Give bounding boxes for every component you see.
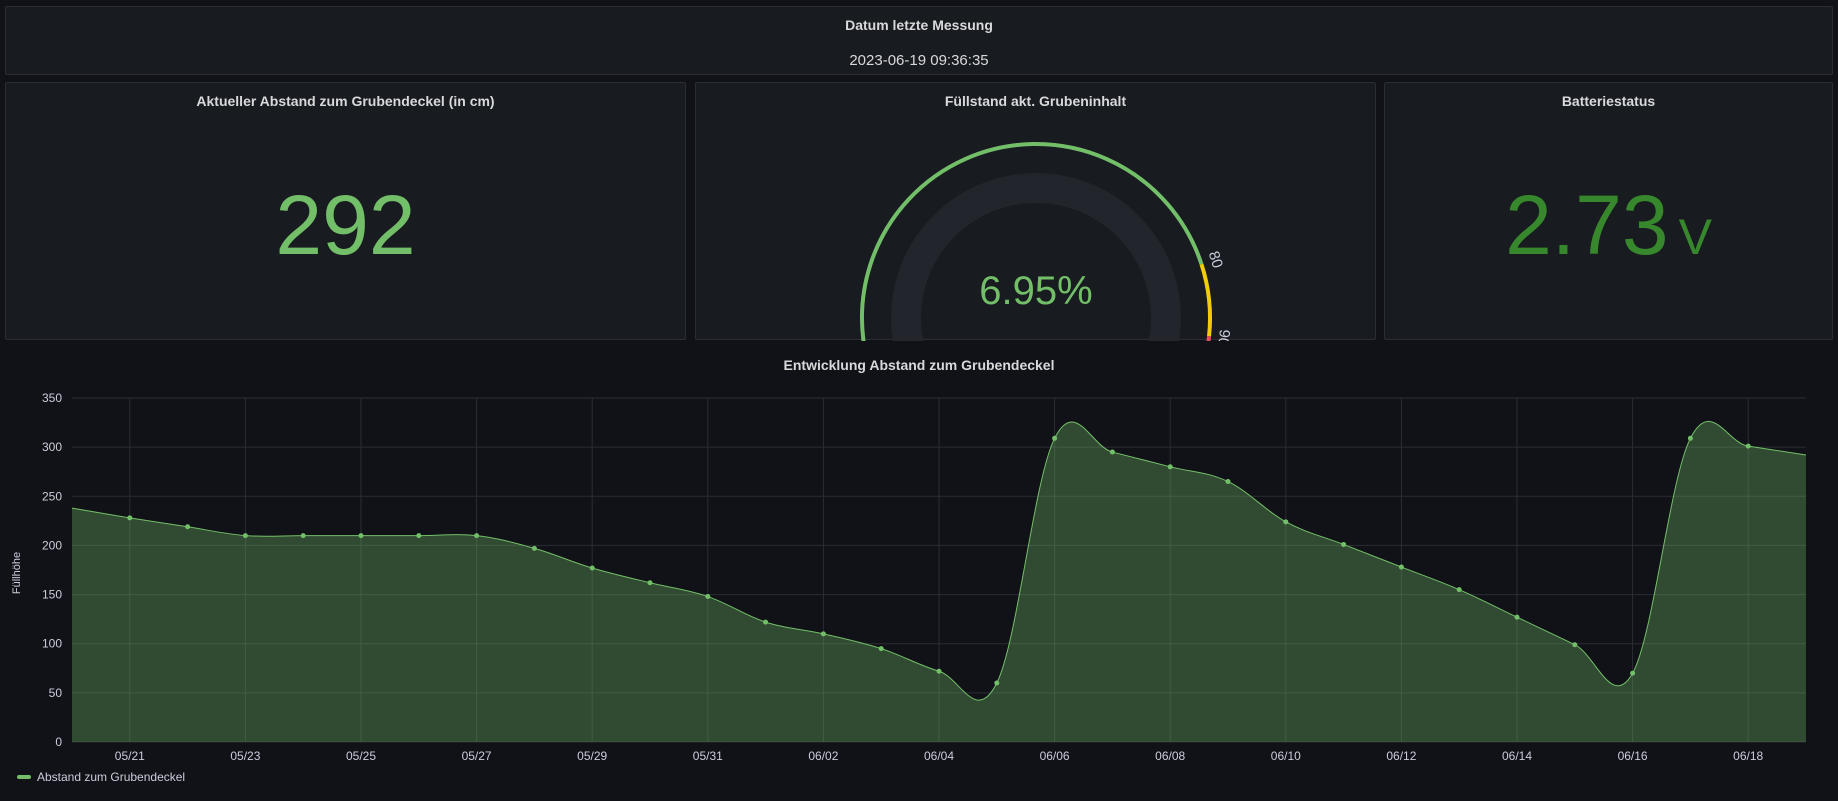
x-tick-label: 06/16 [1618,749,1648,763]
data-point [300,533,306,539]
y-tick-label: 50 [49,686,63,700]
x-tick-label: 06/12 [1386,749,1416,763]
fill-level-panel-title[interactable]: Füllstand akt. Grubeninhalt [944,93,1127,109]
series-area [72,421,1806,742]
x-tick-label: 05/29 [577,749,607,763]
battery-unit: V [1678,209,1712,265]
data-point [1514,614,1520,620]
x-tick-label: 05/25 [346,749,376,763]
x-tick-label: 06/08 [1155,749,1185,763]
x-tick-label: 05/27 [462,749,492,763]
fill-level-value: 6.95% [979,269,1092,313]
date-panel-title[interactable]: Datum letzte Messung [845,17,993,33]
last-measurement-value: 2023-06-19 09:36:35 [849,52,989,69]
legend-swatch [17,775,31,779]
data-point [878,646,884,652]
x-tick-label: 06/02 [808,749,838,763]
data-point [994,680,1000,686]
distance-panel-title[interactable]: Aktueller Abstand zum Grubendeckel (in c… [196,93,495,109]
chart-grid [72,397,1806,743]
y-tick-label: 350 [42,391,62,405]
distance-value: 292 [275,178,416,272]
data-point [1167,464,1173,470]
x-tick-label: 06/18 [1733,749,1763,763]
date-panel[interactable]: Datum letzte Messung 2023-06-19 09:36:35 [5,6,1833,75]
gauge-track [891,173,1181,341]
data-point [531,545,537,551]
gauge-label-80: 80 [1205,249,1226,270]
legend-label[interactable]: Abstand zum Grubendeckel [37,770,186,784]
data-point [1283,519,1289,525]
y-tick-label: 100 [42,637,62,651]
data-point [1052,435,1058,441]
data-point [1456,587,1462,593]
x-tick-label: 05/21 [115,749,145,763]
chart-legend[interactable]: Abstand zum Grubendeckel [17,770,185,784]
battery-stat: 2.73 V [1385,183,1832,267]
distance-panel[interactable]: Aktueller Abstand zum Grubendeckel (in c… [5,82,686,340]
gauge-threshold-red [1206,335,1212,341]
y-axis-ticks: 0 50 100 150 200 250 300 350 [42,391,62,749]
data-point [242,533,248,539]
x-tick-label: 06/14 [1502,749,1532,763]
data-point [1398,564,1404,570]
data-point [1341,541,1347,547]
data-point [763,619,769,625]
data-point [185,524,191,530]
data-point [1687,435,1693,441]
battery-value: 2.73 [1505,178,1669,272]
data-point [705,594,711,600]
timeseries-title[interactable]: Entwicklung Abstand zum Grubendeckel [783,357,1055,373]
gauge-label-90: 90 [1214,329,1233,341]
y-axis-label: Füllhöhe [11,552,23,594]
data-point [1745,443,1751,449]
y-tick-label: 300 [42,440,62,454]
x-axis-ticks: 05/21 05/23 05/25 05/27 05/29 05/31 06/02 06/04… [115,749,1764,763]
x-tick-label: 05/23 [230,749,260,763]
y-tick-label: 150 [42,588,62,602]
distance-stat: 292 [6,183,685,267]
data-point [358,533,364,539]
data-point [127,515,133,521]
battery-panel[interactable]: Batteriestatus 2.73 V [1384,82,1833,340]
fill-gauge: 0 80 90 100 6.95% [860,142,1233,341]
data-point [936,668,942,674]
series-points [127,435,1751,686]
y-tick-label: 200 [42,538,62,552]
y-tick-label: 0 [55,735,62,749]
battery-panel-title[interactable]: Batteriestatus [1561,93,1656,109]
y-tick-label: 250 [42,489,62,503]
data-point [1225,479,1231,485]
data-point [589,565,595,571]
data-point [1109,449,1115,455]
data-point [474,533,480,539]
data-point [1572,642,1578,648]
x-tick-label: 06/06 [1040,749,1070,763]
data-point [647,580,653,586]
data-point [820,631,826,637]
x-tick-label: 06/10 [1271,749,1301,763]
data-point [1630,670,1636,676]
gauge-threshold-green [860,142,1204,341]
gauge-threshold-yellow [1199,263,1212,337]
data-point [416,533,422,539]
fill-level-panel[interactable]: Füllstand akt. Grubeninhalt 0 80 90 100 … [695,82,1376,341]
x-tick-label: 06/04 [924,749,954,763]
x-tick-label: 05/31 [693,749,723,763]
